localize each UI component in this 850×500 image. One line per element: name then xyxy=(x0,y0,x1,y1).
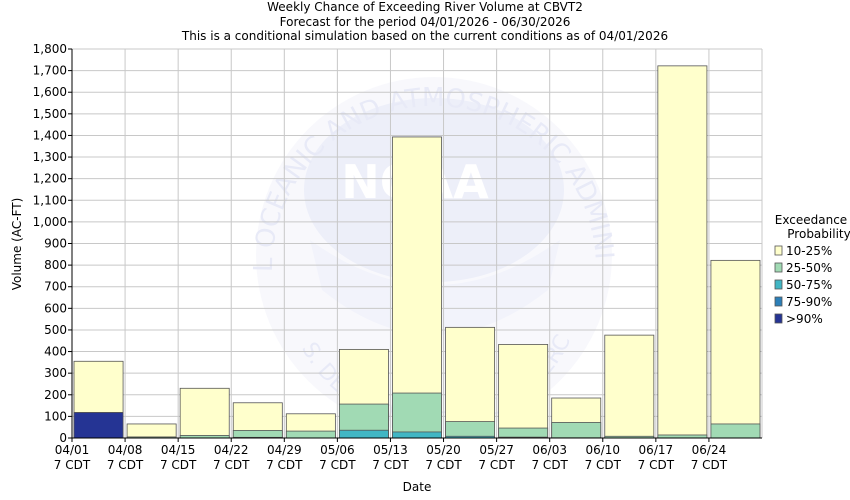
y-tick-label: 600 xyxy=(44,301,67,315)
legend-swatch xyxy=(774,313,783,324)
x-tick-time: 7 CDT xyxy=(213,458,250,472)
bar-50-75-05-13 xyxy=(392,431,442,439)
legend-item-label: >90% xyxy=(786,312,823,326)
x-tick-time: 7 CDT xyxy=(691,458,728,472)
x-tick-date: 04/15 xyxy=(161,443,196,457)
x-tick-time: 7 CDT xyxy=(319,458,356,472)
bar-10-25-04-15 xyxy=(179,387,230,439)
legend-swatch xyxy=(774,245,783,256)
y-tick-label: 100 xyxy=(44,409,67,423)
y-tick-label: 200 xyxy=(44,388,67,402)
bar-25-50-05-27 xyxy=(498,427,549,439)
bar-25-50-05-20 xyxy=(445,421,496,439)
legend-item-label: 75-90% xyxy=(786,295,832,309)
y-axis-label: Volume (AC-FT) xyxy=(10,198,24,291)
x-tick-date: 06/24 xyxy=(692,443,727,457)
legend-title-line-2: Probability xyxy=(787,227,850,241)
bar-90-04-01 xyxy=(73,412,124,439)
legend: Exceedance Probability 10-25% 25-50% 50-75… xyxy=(774,213,850,326)
legend-swatch xyxy=(774,262,783,273)
bar-10-25-05-20 xyxy=(445,326,496,439)
y-tick-label: 1,600 xyxy=(33,85,67,99)
x-tick-date: 05/06 xyxy=(320,443,355,457)
x-tick-date: 06/03 xyxy=(532,443,567,457)
y-tick-label: 0 xyxy=(59,431,67,445)
x-tick-time: 7 CDT xyxy=(531,458,568,472)
y-tick-label: 1,500 xyxy=(33,107,67,121)
y-tick-label: 1,100 xyxy=(33,193,67,207)
bar-10-25-04-08 xyxy=(126,423,177,439)
bar-25-50-04-22 xyxy=(232,430,283,439)
x-tick-time: 7 CDT xyxy=(425,458,462,472)
legend-item-label: 10-25% xyxy=(786,244,832,258)
y-tick-label: 400 xyxy=(44,345,67,359)
y-tick-label: 1,400 xyxy=(33,128,67,142)
y-tick-label: 500 xyxy=(44,323,67,337)
y-tick-label: 300 xyxy=(44,366,67,380)
x-tick-time: 7 CDT xyxy=(585,458,622,472)
y-tick-label: 1,300 xyxy=(33,150,67,164)
legend-item-label: 50-75% xyxy=(786,278,832,292)
bar-25-50-04-29 xyxy=(285,430,336,439)
x-tick-date: 05/13 xyxy=(373,443,408,457)
x-tick-time: 7 CDT xyxy=(107,458,144,472)
x-tick-date: 06/10 xyxy=(585,443,620,457)
y-tick-label: 800 xyxy=(44,258,67,272)
bar-25-50-06-24 xyxy=(710,423,761,439)
x-axis-label: Date xyxy=(403,480,432,494)
chart-subtitle: Forecast for the period 04/01/2026 - 06/… xyxy=(280,15,571,29)
x-tick-time: 7 CDT xyxy=(638,458,675,472)
x-tick-date: 06/17 xyxy=(639,443,674,457)
chart-subtitle-2: This is a conditional simulation based o… xyxy=(181,29,668,43)
y-tick-label: 1,700 xyxy=(33,64,67,78)
x-tick-date: 05/20 xyxy=(426,443,461,457)
plot-area: 0 100 200 300 400 500 600 700 800 900 1,000 1,100 1,… xyxy=(33,42,763,472)
x-tick-date: 04/29 xyxy=(267,443,302,457)
y-tick-label: 1,000 xyxy=(33,215,67,229)
x-tick-date: 04/08 xyxy=(108,443,143,457)
bar-25-50-05-13 xyxy=(392,392,442,439)
x-tick-time: 7 CDT xyxy=(266,458,303,472)
bar-10-25-06-10 xyxy=(604,334,655,439)
x-tick-date: 04/22 xyxy=(214,443,249,457)
x-tick-time: 7 CDT xyxy=(160,458,197,472)
legend-swatch xyxy=(774,296,783,307)
bar-25-50-06-03 xyxy=(551,422,602,439)
legend-title-line-1: Exceedance xyxy=(775,213,847,227)
y-tick-label: 700 xyxy=(44,280,67,294)
bar-10-25-05-13 xyxy=(392,136,442,439)
bar-10-25-05-27 xyxy=(498,344,549,439)
y-tick-label: 1,200 xyxy=(33,172,67,186)
x-tick-time: 7 CDT xyxy=(54,458,91,472)
bar-10-25-06-17 xyxy=(657,65,708,439)
x-tick-date: 05/27 xyxy=(479,443,514,457)
x-tick-date: 04/01 xyxy=(55,443,90,457)
legend-item-label: 25-50% xyxy=(786,261,832,275)
y-tick-label: 1,800 xyxy=(33,42,67,56)
chart-title: Weekly Chance of Exceeding River Volume … xyxy=(267,0,583,14)
x-tick-time: 7 CDT xyxy=(372,458,409,472)
legend-swatch xyxy=(774,279,783,290)
bar-10-25-06-24 xyxy=(710,259,761,439)
bar-50-75-05-06 xyxy=(338,429,389,439)
x-tick-time: 7 CDT xyxy=(478,458,515,472)
y-tick-label: 900 xyxy=(44,237,67,251)
